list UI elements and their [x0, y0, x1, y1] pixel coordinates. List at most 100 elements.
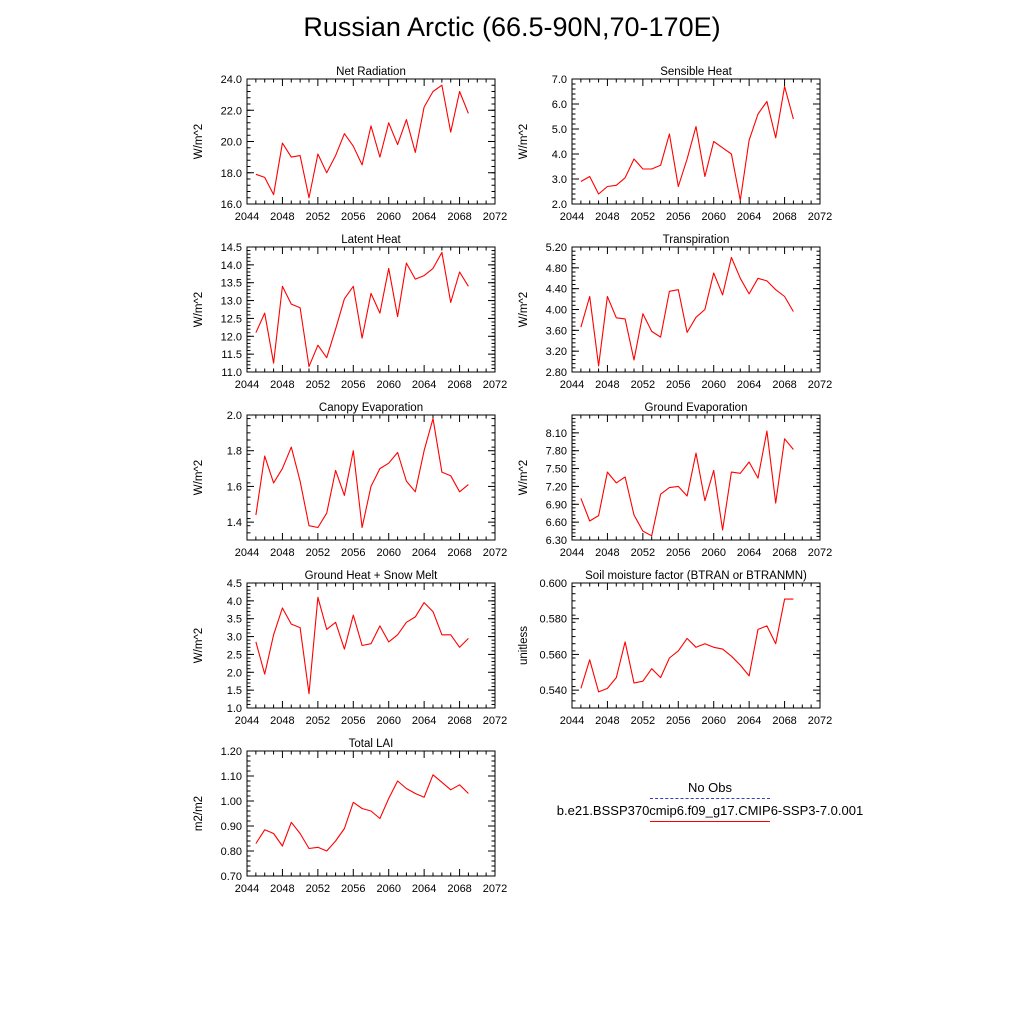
chart-panel-7: Ground Heat + Snow Melt 2044 2048 2052 2056 2… [193, 570, 507, 727]
x-tick-label: 2068 [447, 715, 471, 727]
x-tick-label: 2072 [808, 547, 832, 559]
x-tick-label: 2064 [737, 211, 761, 223]
y-tick-label: 6.0 [552, 99, 567, 111]
y-tick-label: 2.0 [227, 667, 242, 679]
x-tick-label: 2072 [808, 379, 832, 391]
y-tick-label: 3.5 [227, 614, 242, 626]
x-tick-label: 2044 [560, 379, 584, 391]
y-axis-label: W/m^2 [193, 124, 205, 159]
y-axis-label: W/m^2 [193, 460, 205, 495]
x-tick-label: 2052 [631, 211, 655, 223]
y-tick-label: 2.0 [227, 410, 242, 422]
x-tick-label: 2068 [447, 547, 471, 559]
x-tick-label: 2068 [772, 547, 796, 559]
x-tick-label: 2064 [737, 547, 761, 559]
plot-frame [246, 414, 496, 541]
y-tick-label: 4.5 [227, 578, 242, 590]
x-tick-label: 2044 [560, 547, 584, 559]
series-line [580, 598, 794, 693]
y-tick-label: 8.10 [546, 428, 567, 440]
y-tick-label: 0.560 [539, 649, 567, 661]
x-tick-label: 2064 [412, 883, 436, 895]
y-tick-label: 13.0 [221, 296, 242, 308]
chart-panel-9: Total LAI 2044 2048 2052 2056 2060 2064 2068 207… [193, 738, 507, 895]
x-tick-label: 2064 [737, 715, 761, 727]
x-tick-label: 2068 [772, 379, 796, 391]
y-tick-label: 3.0 [227, 632, 242, 644]
x-tick-label: 2052 [306, 211, 330, 223]
x-tick-label: 2056 [666, 211, 690, 223]
x-tick-label: 2048 [595, 715, 619, 727]
legend-obs-label: No Obs [687, 780, 733, 795]
y-axis-label: W/m^2 [193, 628, 205, 663]
x-tick-label: 2048 [270, 883, 294, 895]
y-tick-label: 11.5 [221, 349, 242, 361]
y-axis-label: W/m^2 [193, 292, 205, 327]
x-tick-label: 2048 [270, 379, 294, 391]
x-tick-label: 2072 [808, 715, 832, 727]
panel-title: Transpiration [663, 234, 730, 246]
series-line [255, 84, 469, 199]
x-tick-label: 2052 [306, 883, 330, 895]
y-tick-label: 1.6 [227, 481, 242, 493]
y-tick-label: 2.80 [546, 367, 567, 379]
chart-panel-4: Transpiration 2044 2048 2052 2056 2060 2064 206… [518, 234, 832, 391]
x-tick-label: 2072 [483, 715, 507, 727]
series-line [255, 774, 469, 852]
series-line [255, 418, 469, 529]
x-tick-label: 2044 [235, 883, 259, 895]
x-tick-label: 2072 [483, 379, 507, 391]
plot-frame [571, 582, 821, 709]
y-tick-label: 5.20 [546, 242, 567, 254]
x-tick-label: 2052 [306, 379, 330, 391]
y-tick-label: 3.0 [552, 174, 567, 186]
x-tick-label: 2068 [447, 211, 471, 223]
x-tick-label: 2056 [341, 211, 365, 223]
x-tick-label: 2072 [483, 211, 507, 223]
plot-frame [571, 414, 821, 541]
x-tick-label: 2052 [631, 379, 655, 391]
y-tick-label: 1.20 [221, 746, 242, 758]
x-tick-label: 2068 [447, 883, 471, 895]
y-tick-label: 12.0 [221, 331, 242, 343]
y-tick-label: 0.90 [221, 821, 242, 833]
x-tick-label: 2060 [376, 715, 400, 727]
x-tick-label: 2060 [376, 211, 400, 223]
x-tick-label: 2056 [341, 715, 365, 727]
x-tick-label: 2048 [270, 211, 294, 223]
y-tick-label: 7.20 [546, 481, 567, 493]
legend-model-line [650, 821, 770, 822]
x-tick-label: 2056 [341, 547, 365, 559]
x-tick-label: 2056 [341, 379, 365, 391]
x-tick-label: 2064 [412, 211, 436, 223]
panel-title: Ground Evaporation [645, 402, 748, 414]
chart-panel-8: Soil moisture factor (BTRAN or BTRANMN) 2… [518, 570, 832, 727]
x-tick-label: 2048 [270, 715, 294, 727]
panel-title: Soil moisture factor (BTRAN or BTRANMN) [585, 570, 807, 582]
x-tick-label: 2056 [666, 379, 690, 391]
series-line [255, 596, 469, 695]
x-tick-label: 2060 [376, 379, 400, 391]
plot-frame [246, 750, 496, 877]
y-tick-label: 1.5 [227, 685, 242, 697]
x-tick-label: 2060 [701, 715, 725, 727]
chart-panel-5: Canopy Evaporation 2044 2048 2052 2056 2060 20… [193, 402, 507, 559]
x-tick-label: 2064 [412, 379, 436, 391]
y-tick-label: 14.0 [221, 260, 242, 272]
y-tick-label: 7.50 [546, 464, 567, 476]
plot-frame [571, 246, 821, 373]
y-tick-label: 4.80 [546, 263, 567, 275]
x-tick-label: 2044 [235, 547, 259, 559]
y-tick-label: 1.0 [227, 703, 242, 715]
y-tick-label: 1.4 [227, 517, 242, 529]
y-axis-label: W/m^2 [518, 460, 530, 495]
x-tick-label: 2068 [772, 715, 796, 727]
x-tick-label: 2044 [560, 715, 584, 727]
legend-model-label: b.e21.BSSP370cmip6.f09_g17.CMIP6-SSP3-7.… [556, 803, 864, 818]
legend-obs-line [650, 798, 770, 799]
y-axis-label: m2/m2 [193, 796, 205, 831]
y-tick-label: 3.60 [546, 325, 567, 337]
panel-title: Net Radiation [336, 66, 406, 78]
y-tick-label: 24.0 [221, 74, 242, 86]
y-tick-label: 18.0 [221, 168, 242, 180]
